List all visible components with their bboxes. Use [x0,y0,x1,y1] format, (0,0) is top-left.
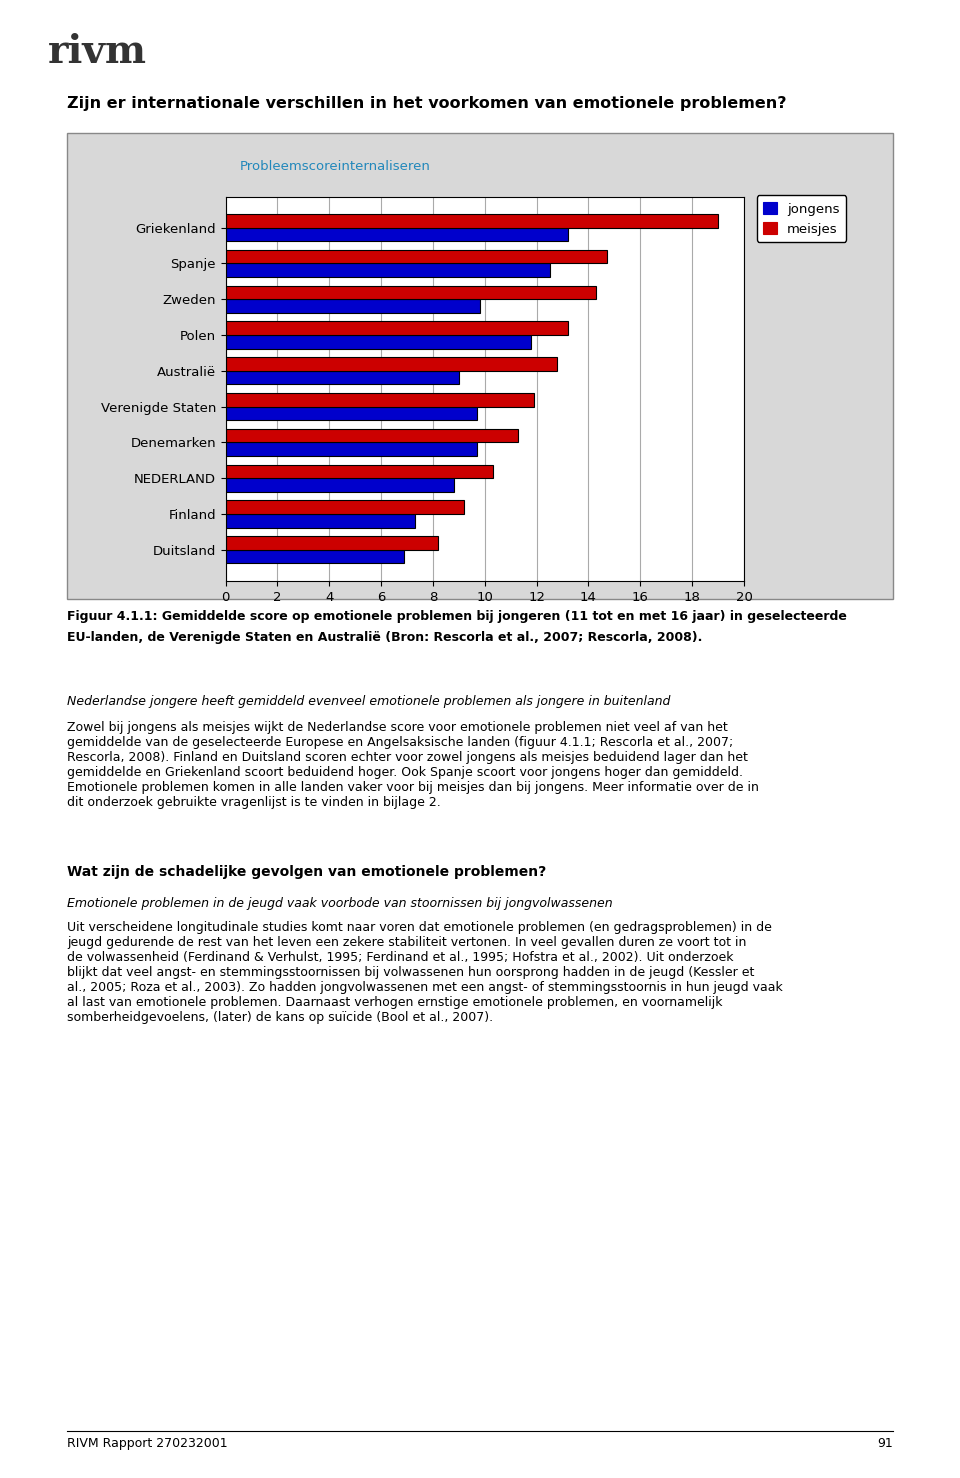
Text: 91: 91 [877,1437,893,1450]
Legend: jongens, meisjes: jongens, meisjes [756,195,847,242]
Bar [226,406,477,420]
Bar [226,479,454,492]
Bar [226,514,415,528]
Bar [226,393,534,406]
Bar [226,336,532,349]
Bar [226,358,558,371]
Bar [226,321,567,336]
Bar [226,228,567,241]
Text: Figuur 4.1.1: Gemiddelde score op emotionele problemen bij jongeren (11 tot en m: Figuur 4.1.1: Gemiddelde score op emotio… [67,610,847,624]
Text: Zijn er internationale verschillen in het voorkomen van emotionele problemen?: Zijn er internationale verschillen in he… [67,96,786,111]
Bar [226,285,596,299]
Bar [226,299,480,313]
Bar [226,263,549,276]
Text: Emotionele problemen in de jeugd vaak voorbode van stoornissen bij jongvolwassen: Emotionele problemen in de jeugd vaak vo… [67,897,612,910]
Text: RIVM Rapport 270232001: RIVM Rapport 270232001 [67,1437,228,1450]
Text: Zowel bij jongens als meisjes wijkt de Nederlandse score voor emotionele problem: Zowel bij jongens als meisjes wijkt de N… [67,721,759,810]
Bar [226,550,404,563]
Text: Uit verscheidene longitudinale studies komt naar voren dat emotionele problemen : Uit verscheidene longitudinale studies k… [67,921,783,1024]
Bar [226,371,459,384]
Bar [226,214,718,228]
Bar [226,501,464,514]
Bar [226,442,477,457]
Bar [226,464,492,479]
Text: Probleemscoreinternaliseren: Probleemscoreinternaliseren [240,160,431,173]
Text: EU-landen, de Verenigde Staten en Australië (Bron: Rescorla et al., 2007; Rescor: EU-landen, de Verenigde Staten en Austra… [67,631,703,644]
Text: Nederlandse jongere heeft gemiddeld evenveel emotionele problemen als jongere in: Nederlandse jongere heeft gemiddeld even… [67,695,671,708]
Bar [226,250,607,263]
Bar [226,429,518,442]
Text: Wat zijn de schadelijke gevolgen van emotionele problemen?: Wat zijn de schadelijke gevolgen van emo… [67,865,546,878]
Text: rivm: rivm [48,33,147,71]
Bar [226,537,438,550]
